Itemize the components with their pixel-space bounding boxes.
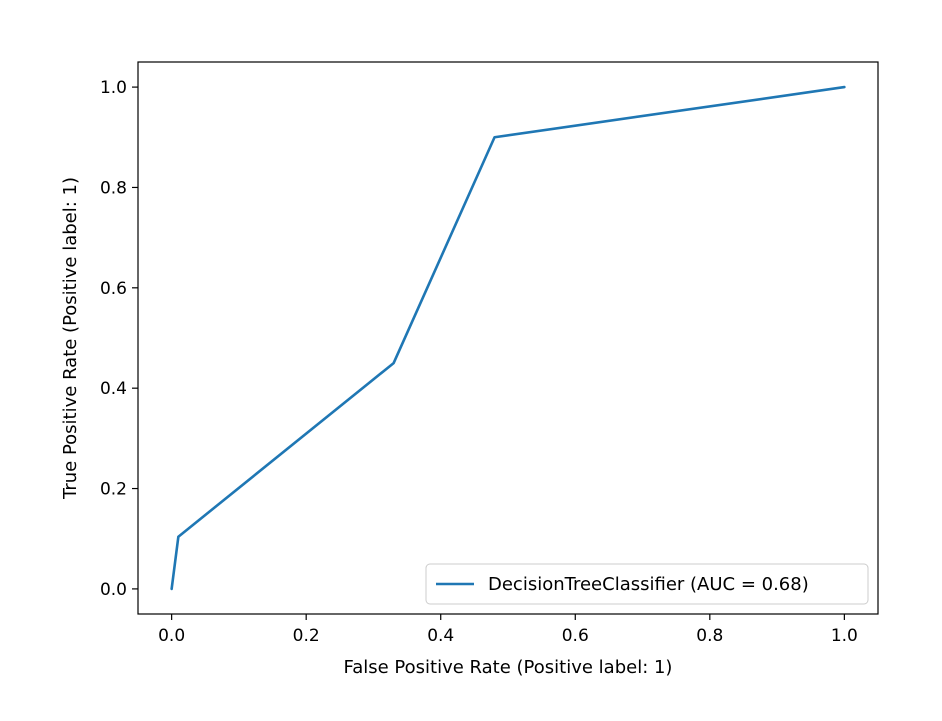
y-tick-label: 0.2: [100, 480, 127, 500]
y-tick-label: 0.6: [100, 279, 127, 299]
x-tick-label: 0.6: [562, 626, 589, 646]
legend-entry-label: DecisionTreeClassifier (AUC = 0.68): [488, 574, 809, 595]
x-tick-label: 1.0: [831, 626, 858, 646]
x-axis: 0.0 0.2 0.4 0.6 0.8 1.0: [158, 614, 858, 646]
plot-area: [170, 85, 846, 591]
y-tick-label: 0.8: [100, 178, 127, 198]
x-tick-label: 0.2: [293, 626, 320, 646]
y-tick-label: 0.0: [100, 580, 127, 600]
y-tick-label: 0.4: [100, 379, 127, 399]
legend: DecisionTreeClassifier (AUC = 0.68): [425, 563, 869, 605]
y-axis: 0.0 0.2 0.4 0.6 0.8 1.0: [100, 78, 138, 600]
x-tick-label: 0.8: [696, 626, 723, 646]
y-tick-label: 1.0: [100, 78, 127, 98]
roc-curve-line: [170, 85, 846, 591]
y-axis-label: True Positive Rate (Positive label: 1): [60, 177, 81, 500]
x-axis-label: False Positive Rate (Positive label: 1): [344, 657, 673, 678]
axes-frame: [137, 61, 879, 615]
x-tick-label: 0.4: [427, 626, 454, 646]
legend-box: [425, 563, 869, 605]
x-tick-label: 0.0: [158, 626, 185, 646]
